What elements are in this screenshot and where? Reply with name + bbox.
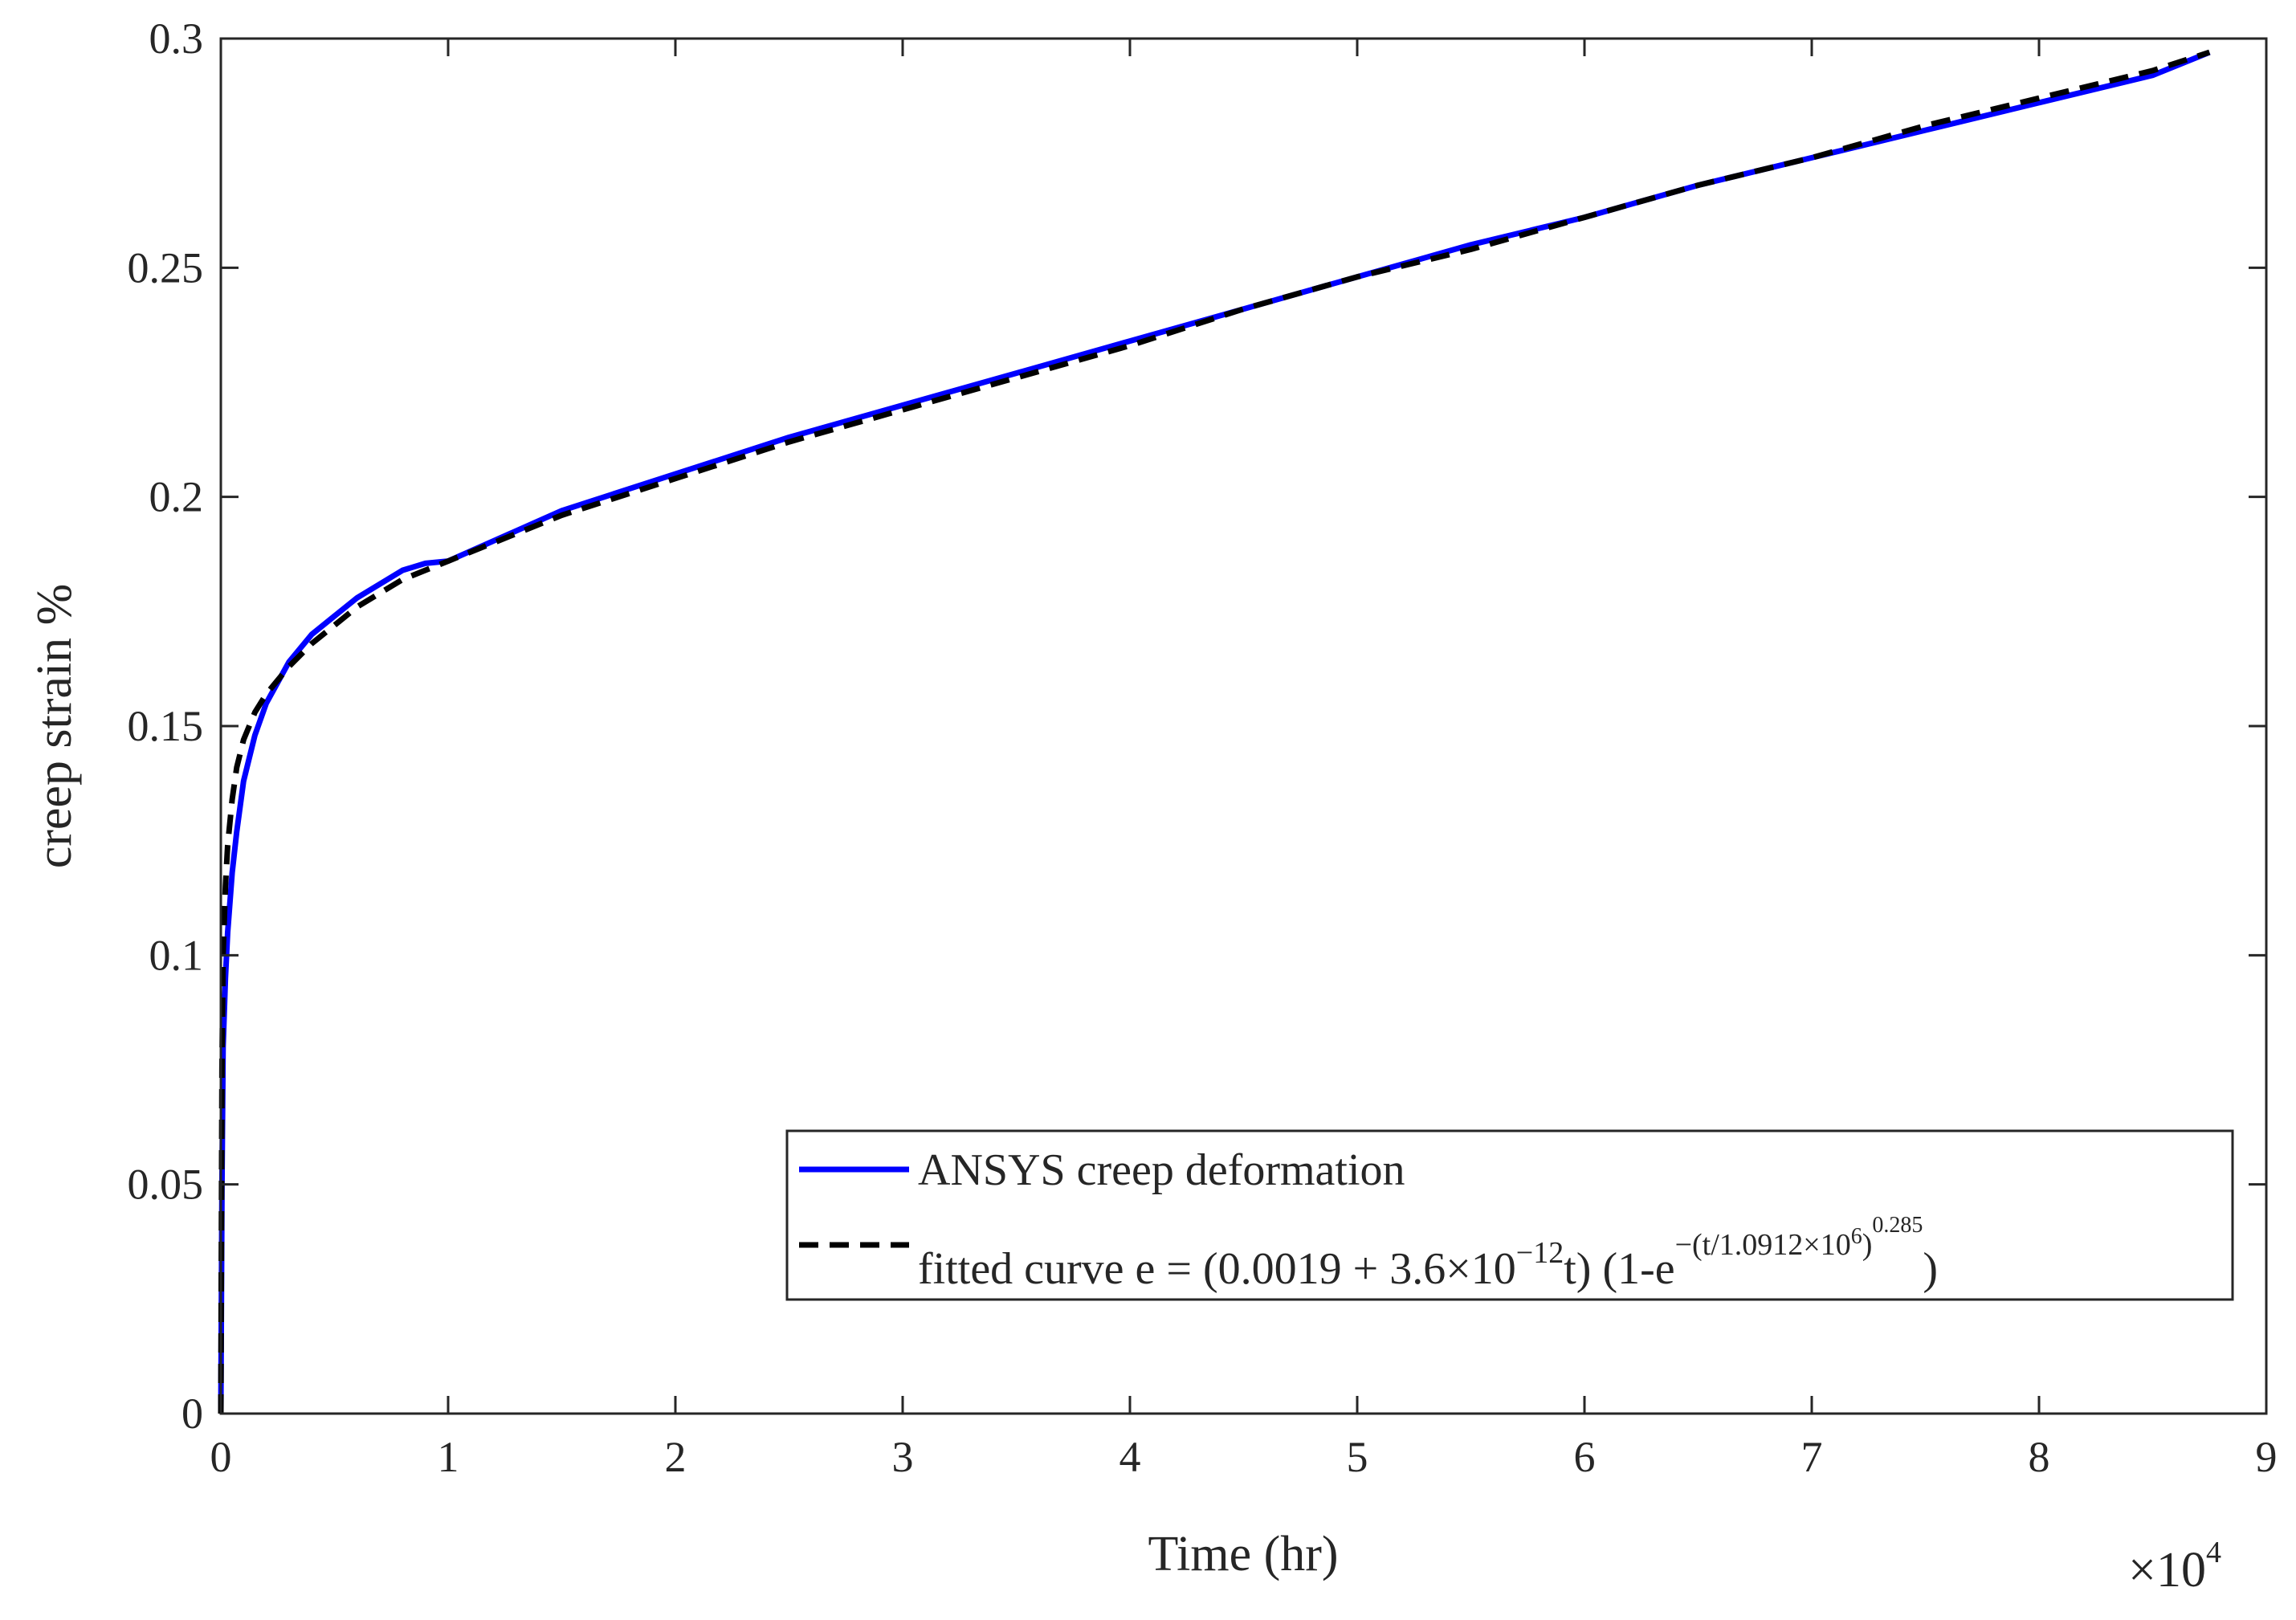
x-tick-label: 9 xyxy=(2256,1433,2278,1481)
y-tick-label: 0.3 xyxy=(149,14,204,63)
y-tick-label: 0.2 xyxy=(149,473,204,521)
x-axis-label: Time (hr) xyxy=(1148,1527,1338,1581)
x-tick-label: 6 xyxy=(1574,1433,1596,1481)
ticks-layer: 0 1 2 3 4 5 6 7 8 9 0 0.05 0.1 0.15 0.2 0.25 0.3 xyxy=(128,14,2278,1481)
series-layer xyxy=(218,49,2211,1414)
x-tick-label: 8 xyxy=(2029,1433,2050,1481)
x-exponent-power: 4 xyxy=(2206,1536,2221,1569)
y-tick-label: 0.15 xyxy=(128,702,204,750)
y-tick-label: 0.25 xyxy=(128,243,204,292)
legend-entry-ansys: ANSYS creep deformation xyxy=(918,1145,1405,1195)
legend-entry-fitted: fitted curve e = (0.0019 + 3.6×10−12t) (… xyxy=(918,1213,1938,1294)
x-tick-label: 0 xyxy=(210,1433,232,1481)
plot-frame xyxy=(219,37,2268,1415)
x-tick-label: 4 xyxy=(1119,1433,1141,1481)
x-tick-label: 2 xyxy=(665,1433,687,1481)
x-tick-label: 7 xyxy=(1801,1433,1823,1481)
x-tick-label: 1 xyxy=(438,1433,459,1481)
series-line-fitted xyxy=(218,49,2211,1414)
x-exponent-base: ×10 xyxy=(2128,1543,2206,1598)
legend-box xyxy=(785,1129,2234,1301)
x-exponent: ×104 xyxy=(2128,1536,2221,1598)
y-tick-label: 0.05 xyxy=(128,1161,204,1209)
x-tick-label: 5 xyxy=(1347,1433,1368,1481)
y-axis-label: creep strain % xyxy=(27,584,82,869)
x-tick-label: 3 xyxy=(892,1433,914,1481)
y-tick-label: 0 xyxy=(181,1389,203,1438)
legend: ANSYS creep deformation fitted curve e =… xyxy=(785,1129,2234,1301)
y-tick-label: 0.1 xyxy=(149,931,204,979)
